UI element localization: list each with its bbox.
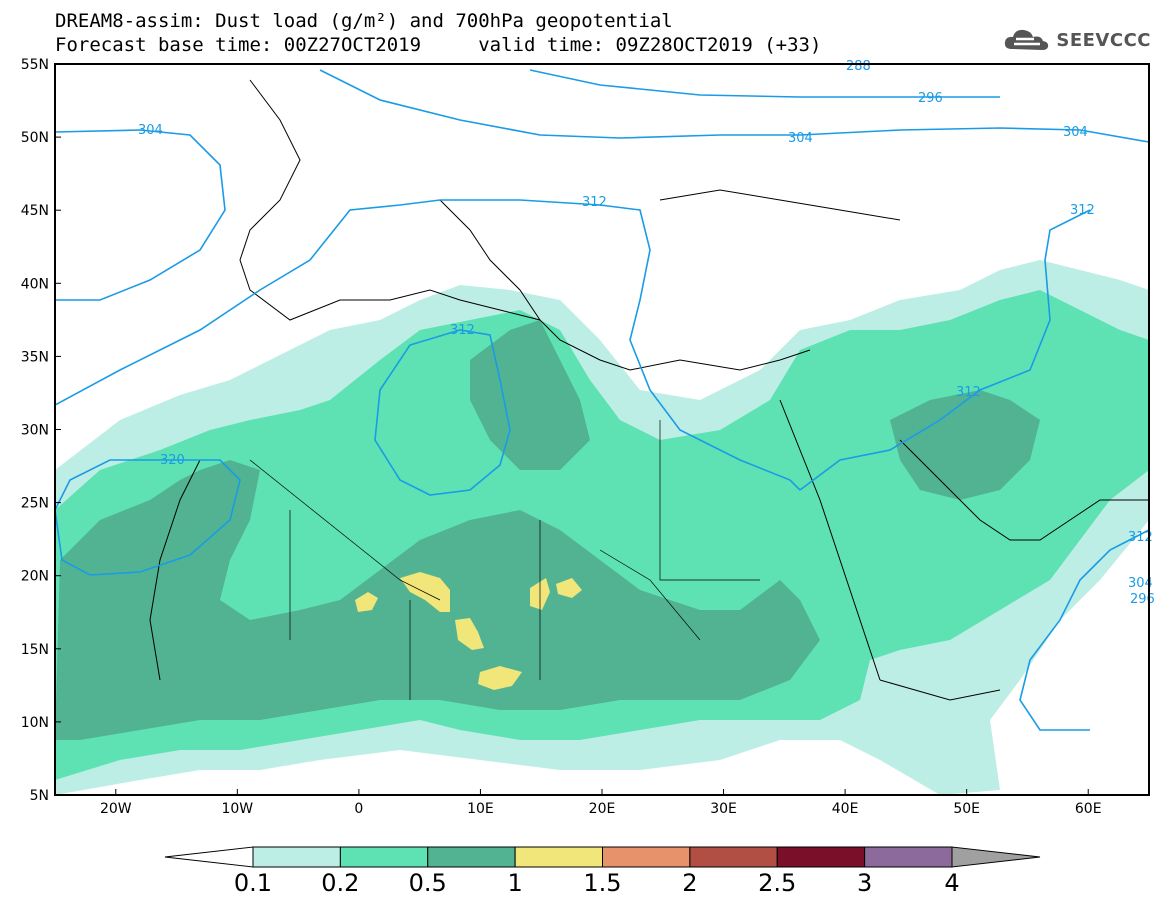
colorbar-swatch <box>427 846 516 868</box>
latitude-axis: 55N 50N 45N 40N 35N 30N 25N 20N 15N 10N 5N <box>21 57 61 804</box>
dust-region-high-6 <box>556 578 582 598</box>
lat-tick-label: 5N <box>30 788 49 804</box>
dust-field <box>55 69 1149 795</box>
colorbar-swatch <box>339 846 429 868</box>
dust-region-high-4 <box>478 666 522 690</box>
lon-tick-label: 10E <box>467 801 494 817</box>
contour-label: 320 <box>160 453 185 468</box>
contour-label: 312 <box>450 323 475 338</box>
colorbar-label: 2 <box>682 869 697 897</box>
colorbar-label: 1 <box>507 869 522 897</box>
cloud-icon <box>1005 29 1049 50</box>
colorbar-label: 0.5 <box>409 869 447 897</box>
contour-label: 312 <box>1128 530 1153 545</box>
lon-tick-label: 50E <box>953 801 980 817</box>
colorbar-swatch <box>602 846 691 868</box>
dust-region-high-3 <box>455 618 484 650</box>
geopotential-contours <box>55 69 1149 731</box>
map-title: DREAM8-assim: Dust load (g/m²) and 700hP… <box>55 10 673 32</box>
colorbar-swatch <box>514 846 603 868</box>
colorbar-upper-extend <box>951 846 1041 868</box>
lat-tick-label: 20N <box>21 569 49 585</box>
coastlines <box>149 79 1149 701</box>
colorbar-label: 2.5 <box>758 869 796 897</box>
lat-tick-label: 35N <box>21 349 49 365</box>
colorbar: 0.1 0.2 0.5 1 1.5 2 2.5 3 4 <box>164 846 1041 897</box>
colorbar-lower-extend <box>164 846 254 868</box>
brand-logo: SEEVCCC <box>1004 24 1151 56</box>
lon-tick-label: 40E <box>832 801 859 817</box>
lon-tick-label: 60E <box>1075 801 1102 817</box>
contour-label: 304 <box>788 131 813 146</box>
colorbar-label: 0.1 <box>234 869 272 897</box>
dust-region-high-1 <box>400 572 450 612</box>
colorbar-swatch <box>776 846 866 868</box>
lat-tick-label: 55N <box>21 57 49 73</box>
contour-label: 312 <box>956 385 981 400</box>
brand-name: SEEVCCC <box>1056 29 1151 51</box>
contour-label: 312 <box>1070 203 1095 218</box>
colorbar-swatch <box>864 846 953 868</box>
lat-tick-label: 50N <box>21 130 49 146</box>
contour-label: 296 <box>1130 592 1155 607</box>
colorbar-swatch <box>689 846 778 868</box>
contour-label: 304 <box>1063 125 1088 140</box>
contour-label: 312 <box>582 195 607 210</box>
lon-tick-label: 20E <box>589 801 616 817</box>
borders <box>249 420 760 700</box>
contour-label: 304 <box>138 123 163 138</box>
lon-tick-label: 0 <box>354 801 363 817</box>
contour-label: 288 <box>846 59 871 74</box>
lon-tick-label: 20W <box>100 801 132 817</box>
lat-tick-label: 15N <box>21 642 49 658</box>
lat-tick-label: 40N <box>21 276 49 292</box>
lon-tick-label: 30E <box>710 801 737 817</box>
lat-tick-label: 10N <box>21 715 49 731</box>
lat-tick-label: 45N <box>21 203 49 219</box>
colorbar-label: 4 <box>944 869 959 897</box>
contour-label: 296 <box>918 91 943 106</box>
contour-label: 304 <box>1128 576 1153 591</box>
longitude-axis: 20W 10W 0 10E 20E 30E 40E 50E 60E <box>100 789 1102 817</box>
colorbar-swatch <box>252 846 341 868</box>
colorbar-label: 1.5 <box>583 869 621 897</box>
colorbar-label: 3 <box>857 869 872 897</box>
colorbar-label: 0.2 <box>321 869 359 897</box>
dust-region-medium-east <box>890 390 1040 500</box>
dust-region-high-2 <box>355 592 378 612</box>
contour-labels: 304 296 304 304 312 312 312 320 312 312 … <box>138 59 1155 607</box>
lon-tick-label: 10W <box>221 801 253 817</box>
lat-tick-label: 30N <box>21 423 49 439</box>
map-subtitle: Forecast base time: 00Z27OCT2019 valid t… <box>55 34 822 56</box>
lat-tick-label: 25N <box>21 496 49 512</box>
dust-region-medium-north <box>470 320 590 470</box>
